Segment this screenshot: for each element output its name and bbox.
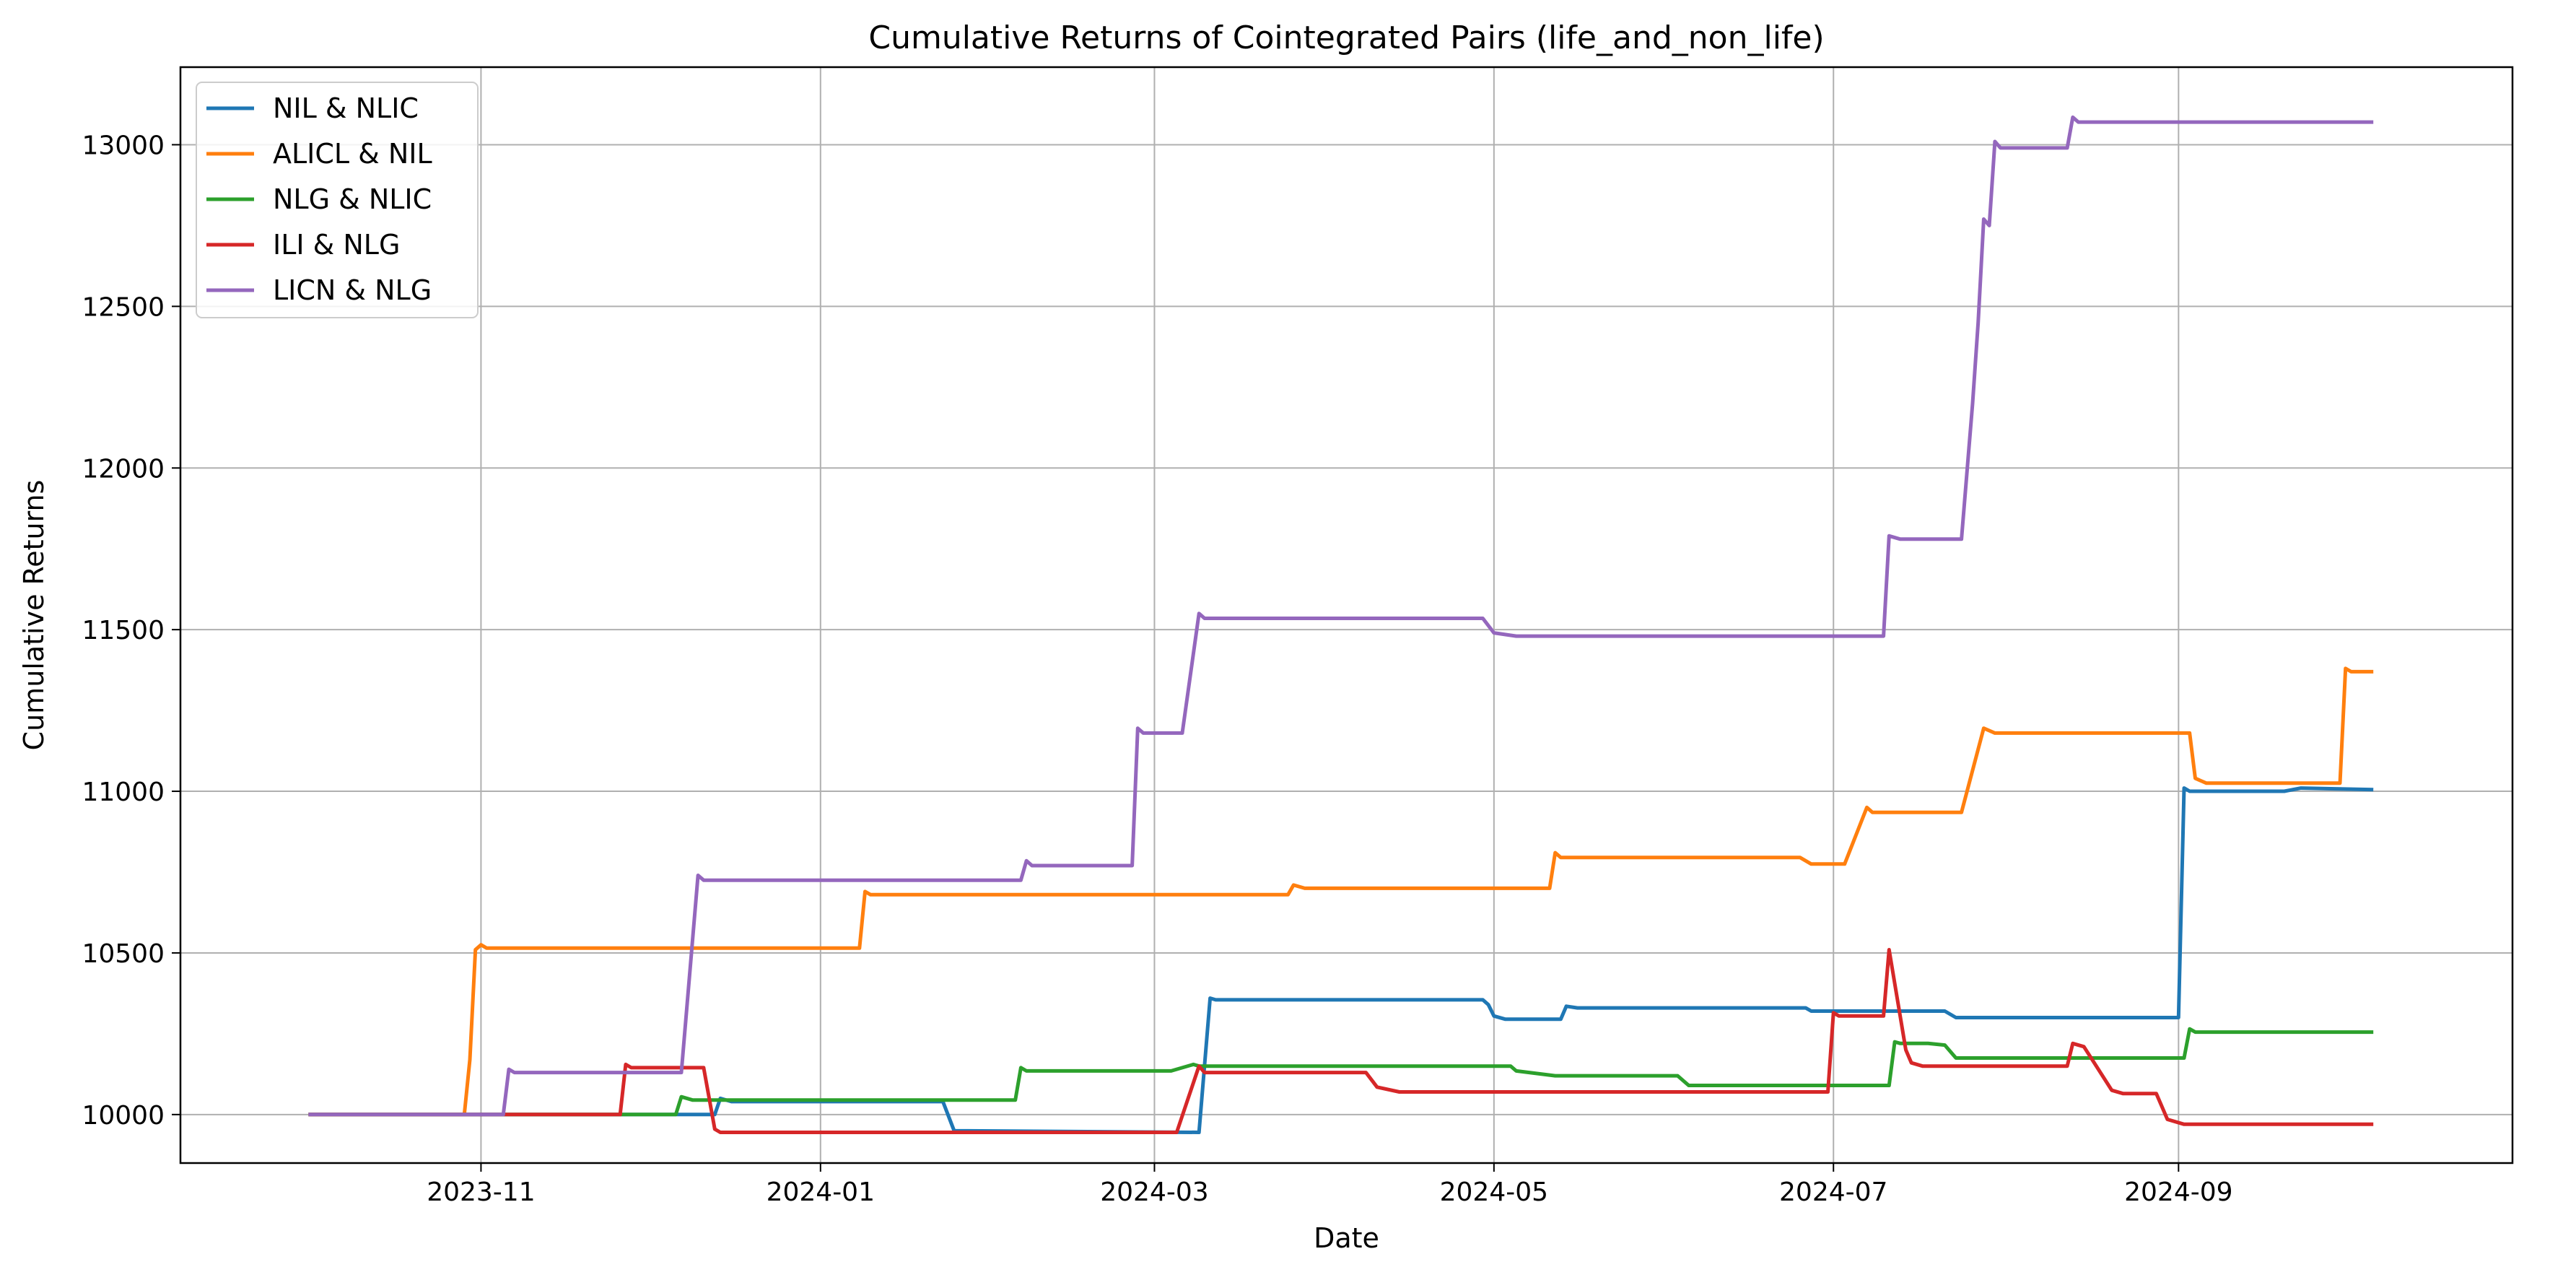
legend-label: ALICL & NIL — [273, 138, 432, 170]
legend-label: NIL & NLIC — [273, 92, 419, 124]
series-line-3 — [308, 1027, 2374, 1117]
x-tick-label: 2024-09 — [2124, 1177, 2232, 1207]
x-axis-label: Date — [1314, 1222, 1379, 1254]
x-tick-label: 2023-11 — [427, 1177, 535, 1207]
y-tick-label: 12000 — [82, 454, 165, 484]
y-tick-label: 11000 — [82, 778, 165, 807]
legend-box — [196, 82, 479, 318]
series-lines — [308, 115, 2374, 1134]
plot-frame — [179, 66, 2514, 1164]
y-tick-label: 10000 — [82, 1101, 165, 1131]
x-tick-label: 2024-05 — [1440, 1177, 1548, 1207]
y-tick-label: 13000 — [82, 131, 165, 160]
series-line-1 — [308, 786, 2374, 1134]
y-tick-label: 11500 — [82, 616, 165, 645]
y-axis-label: Cumulative Returns — [18, 480, 50, 751]
legend: NIL & NLIC ALICL & NIL NLG & NLIC ILI & NLG… — [196, 82, 479, 318]
chart-title: Cumulative Returns of Cointegrated Pairs… — [868, 19, 1824, 56]
x-tick-label: 2024-03 — [1100, 1177, 1208, 1207]
series-line-4 — [308, 948, 2374, 1134]
legend-label: LICN & NLG — [273, 274, 432, 306]
axis-ticks: 2023-11 2024-01 2024-03 2024-05 2024-07 2024-… — [82, 131, 2232, 1207]
grid-lines — [180, 67, 2512, 1163]
legend-label: ILI & NLG — [273, 229, 400, 261]
series-line-2 — [308, 666, 2374, 1117]
x-tick-label: 2024-01 — [767, 1177, 875, 1207]
legend-label: NLG & NLIC — [273, 183, 432, 215]
series-line-5 — [308, 115, 2374, 1117]
y-tick-label: 12500 — [82, 292, 165, 322]
y-tick-label: 10500 — [82, 939, 165, 969]
x-tick-label: 2024-07 — [1779, 1177, 1887, 1207]
